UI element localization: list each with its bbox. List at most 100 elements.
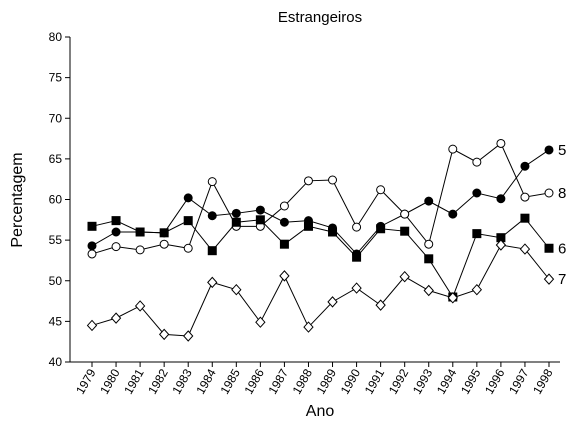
point <box>183 193 193 203</box>
point <box>471 283 483 296</box>
point <box>110 312 122 324</box>
point <box>495 239 507 251</box>
point <box>423 284 434 297</box>
point <box>472 229 482 239</box>
legend-label: 7 <box>558 271 566 288</box>
x-tick-label: 1988 <box>290 366 316 396</box>
x-tick-label: 1982 <box>145 366 171 396</box>
legend-label: 5 <box>558 142 566 159</box>
point <box>376 224 386 234</box>
x-tick-label: 1990 <box>338 366 364 396</box>
point <box>255 215 265 225</box>
point <box>520 213 530 223</box>
point <box>207 276 218 289</box>
y-tick-label: 75 <box>49 71 63 85</box>
y-tick-label: 80 <box>49 30 63 44</box>
point <box>111 216 121 226</box>
x-tick-label: 1989 <box>314 366 340 396</box>
point <box>544 145 554 155</box>
chart-title: Estrangeiros <box>278 9 362 26</box>
point <box>255 205 265 215</box>
point <box>303 176 313 186</box>
point <box>327 296 338 308</box>
point <box>87 241 97 251</box>
x-tick-label: 1985 <box>217 366 243 396</box>
x-tick-label: 1998 <box>530 366 556 396</box>
x-tick-label: 1992 <box>386 366 412 396</box>
y-tick-label: 65 <box>49 152 63 166</box>
x-tick-label: 1981 <box>121 366 147 396</box>
y-tick-label: 45 <box>49 314 63 328</box>
point <box>303 321 314 333</box>
point <box>183 216 193 226</box>
x-tick-label: 1979 <box>73 366 99 396</box>
point <box>159 228 169 238</box>
point <box>135 245 145 255</box>
point <box>183 330 194 342</box>
point <box>111 227 121 237</box>
point <box>399 270 410 283</box>
point <box>496 138 506 148</box>
point <box>544 243 554 253</box>
x-tick-label: 1983 <box>169 366 195 396</box>
point <box>231 208 241 218</box>
x-tick-label: 1986 <box>241 366 267 396</box>
x-tick-label: 1984 <box>193 366 219 396</box>
point <box>519 243 531 255</box>
point <box>520 192 530 202</box>
point <box>520 161 530 171</box>
point <box>207 177 217 187</box>
point <box>303 221 313 231</box>
point <box>207 211 217 221</box>
y-tick-label: 70 <box>49 111 63 125</box>
point <box>207 246 217 256</box>
point <box>111 242 121 252</box>
y-tick-label: 55 <box>49 233 63 247</box>
point <box>159 239 169 249</box>
point <box>543 273 555 285</box>
x-tick-label: 1991 <box>362 366 388 396</box>
point <box>447 292 458 304</box>
point <box>255 316 266 328</box>
point <box>134 300 146 312</box>
point <box>375 299 386 311</box>
point <box>544 188 554 198</box>
point <box>328 227 338 237</box>
point <box>376 185 386 195</box>
point <box>496 194 506 204</box>
x-tick-label: 1994 <box>434 366 460 396</box>
point <box>472 188 482 198</box>
series-line <box>91 149 550 255</box>
point <box>400 209 410 219</box>
point <box>448 144 458 154</box>
x-tick-label: 1997 <box>506 366 532 396</box>
point <box>87 221 97 231</box>
point <box>86 319 98 332</box>
point <box>352 252 362 262</box>
point <box>424 239 434 249</box>
x-tick-label: 1995 <box>458 366 484 396</box>
point <box>448 209 458 219</box>
point <box>279 239 289 249</box>
y-tick-label: 40 <box>49 355 63 369</box>
point <box>279 201 289 211</box>
point <box>279 270 290 282</box>
y-axis-label: Percentagem <box>9 152 26 247</box>
point <box>279 217 289 227</box>
point <box>87 249 97 259</box>
point <box>400 226 410 236</box>
y-tick-label: 50 <box>49 274 63 288</box>
point <box>135 227 145 237</box>
x-tick-label: 1993 <box>410 366 436 396</box>
point <box>328 175 338 185</box>
point <box>352 222 362 232</box>
point <box>183 243 193 253</box>
x-tick-label: 1980 <box>97 366 123 396</box>
x-tick-label: 1987 <box>266 366 292 396</box>
legend-label: 8 <box>558 185 566 202</box>
point <box>158 328 170 341</box>
y-tick-label: 60 <box>49 193 63 207</box>
x-axis-label: Ano <box>306 403 335 420</box>
point <box>231 283 242 296</box>
